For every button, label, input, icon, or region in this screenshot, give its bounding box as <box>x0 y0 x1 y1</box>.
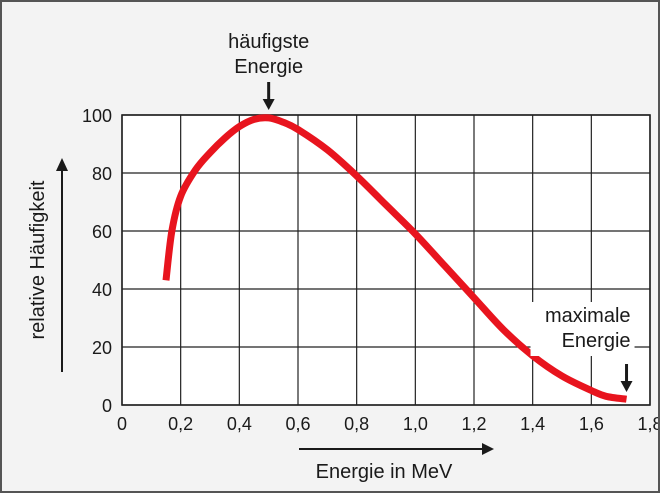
y-tick-label: 100 <box>82 106 112 126</box>
x-tick-label: 0,2 <box>168 414 193 434</box>
annotation-max-arrow <box>620 364 633 392</box>
annotation-max-line2: Energie <box>562 330 631 352</box>
x-axis-label: Energie in MeV <box>316 461 453 483</box>
x-tick-label: 1,6 <box>579 414 604 434</box>
y-tick-label: 60 <box>92 222 112 242</box>
plot-area <box>122 115 650 405</box>
annotation-max-background <box>530 302 635 356</box>
y-tick-label: 20 <box>92 338 112 358</box>
annotation-most-frequent-line1: häufigste <box>228 31 309 53</box>
x-tick-label: 1,0 <box>403 414 428 434</box>
y-axis-label: relative Häufigkeit <box>27 180 49 339</box>
x-tick-label: 1,2 <box>461 414 486 434</box>
tick-labels: 0 0,2 0,4 0,6 0,8 1,0 1,2 1,4 1,6 1,8 0 20 40 60 80 100 <box>82 106 658 434</box>
x-tick-label: 1,4 <box>520 414 545 434</box>
x-axis-arrow <box>299 443 494 455</box>
annotation-most-frequent-line2: Energie <box>234 56 303 78</box>
y-tick-label: 40 <box>92 280 112 300</box>
x-tick-label: 0,8 <box>344 414 369 434</box>
series-line <box>162 114 628 403</box>
annotation-most-frequent-arrow-head <box>262 99 275 110</box>
plot-border <box>121 114 651 406</box>
y-tick-label: 80 <box>92 164 112 184</box>
annotation-max-line1: maximale <box>545 305 631 327</box>
annotation-max-arrow-head <box>620 381 633 392</box>
x-tick-label: 1,8 <box>637 414 658 434</box>
annotation-most-frequent-arrow <box>262 82 275 110</box>
annotations: häufigste Energie maximale Energie <box>228 31 635 392</box>
x-tick-label: 0,4 <box>227 414 252 434</box>
y-axis-arrow <box>56 158 68 372</box>
x-tick-label: 0,6 <box>285 414 310 434</box>
axes <box>121 114 651 406</box>
y-tick-label: 0 <box>102 396 112 416</box>
series <box>162 114 628 403</box>
x-tick-label: 0 <box>117 414 127 434</box>
